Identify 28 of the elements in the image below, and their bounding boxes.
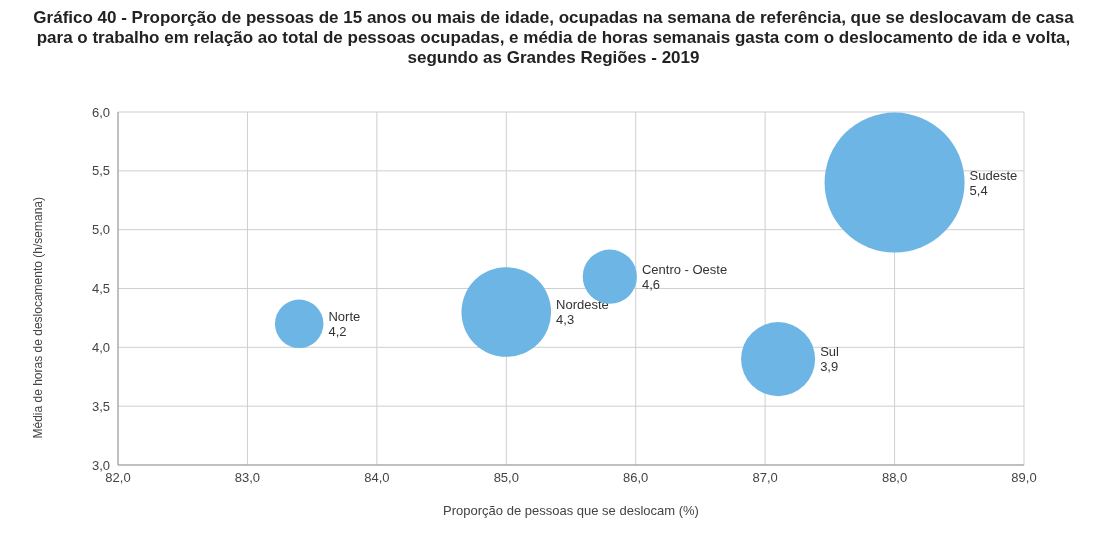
y-axis-title: Média de horas de deslocamento (h/semana)	[31, 197, 46, 439]
y-tick-label: 5,0	[91, 222, 110, 238]
x-tick-label: 89,0	[1011, 470, 1037, 486]
y-tick-label: 5,5	[91, 163, 110, 179]
y-tick-label: 4,5	[91, 281, 110, 297]
data-label: 3,9	[820, 359, 839, 375]
y-tick-label: 3,0	[91, 457, 110, 473]
y-tick-label: 4,0	[91, 339, 110, 355]
x-tick-label: 88,0	[881, 470, 908, 486]
x-tick-label: 86,0	[623, 470, 649, 486]
data-label: 4,2	[328, 323, 347, 339]
x-tick-label: 85,0	[493, 470, 519, 486]
data-label: 4,3	[556, 312, 575, 328]
x-tick-label: 87,0	[752, 470, 778, 486]
x-tick-label: 82,0	[105, 470, 131, 486]
series-label: Norte	[328, 308, 361, 324]
x-tick-label: 84,0	[364, 470, 390, 486]
data-label: 5,4	[969, 182, 988, 198]
y-tick-label: 3,5	[91, 398, 110, 414]
series-label: Centro - Oeste	[641, 261, 728, 277]
x-tick-label: 83,0	[234, 470, 261, 486]
data-label: 4,6	[641, 276, 661, 292]
y-tick-label: 6,0	[91, 104, 110, 120]
x-axis-title: Proporção de pessoas que se deslocam (%)	[443, 503, 699, 518]
series-label: Nordeste	[556, 297, 609, 313]
chart-title: Gráfico 40 - Proporção de pessoas de 15 anos ou mais de idade, ocupadas na semana de referência, que se deslocavam de casa para o trabalho em relação ao total de pessoas ocupadas, e média de horas semanais gasta com o deslocamento de ida e volta, segundo as Grandes Regiões - 2019	[32, 8, 1075, 69]
series-label: Sudeste	[969, 167, 1018, 183]
series-label: Sul	[820, 344, 840, 360]
